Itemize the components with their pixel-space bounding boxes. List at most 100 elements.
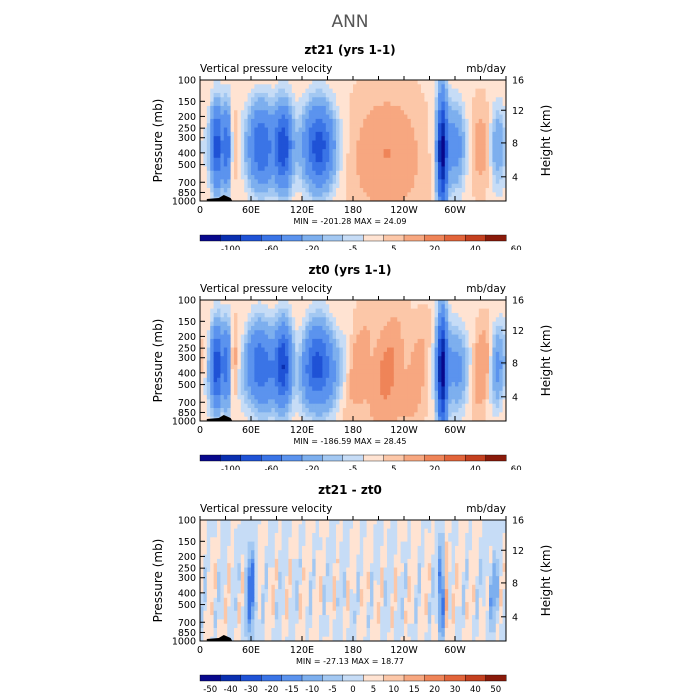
heatmap-cell <box>332 369 337 374</box>
heatmap-cell <box>322 183 327 189</box>
heatmap-cell <box>458 325 463 331</box>
heatmap-cell <box>308 127 313 133</box>
heatmap-cell <box>363 304 367 310</box>
heatmap-cell <box>217 408 221 413</box>
heatmap-cell <box>465 360 469 366</box>
heatmap-cell <box>492 386 497 392</box>
heatmap-cell <box>441 364 446 370</box>
heatmap-cell <box>458 183 463 189</box>
heatmap-cell <box>217 188 221 193</box>
heatmap-cell <box>502 356 507 361</box>
heatmap-cell <box>444 114 449 120</box>
heatmap-cell <box>489 377 493 383</box>
heatmap-cell <box>475 153 480 159</box>
heatmap-cell <box>227 356 231 361</box>
heatmap-cell <box>421 188 425 193</box>
heatmap-cell <box>400 408 405 413</box>
heatmap-cell <box>261 408 265 413</box>
heatmap-cell <box>264 127 269 133</box>
heatmap-cell <box>404 127 408 133</box>
heatmap-cell <box>485 140 490 146</box>
heatmap-cell <box>370 373 374 379</box>
heatmap-cell <box>400 192 405 198</box>
heatmap-cell <box>478 399 483 405</box>
heatmap-cell <box>227 300 231 305</box>
heatmap-cell <box>366 395 371 400</box>
heatmap-cell <box>356 84 361 90</box>
heatmap-cell <box>482 403 486 409</box>
heatmap-cell <box>431 369 435 374</box>
heatmap-cell <box>393 88 398 94</box>
heatmap-cell <box>298 317 303 323</box>
heatmap-cell <box>254 399 259 405</box>
heatmap-cell <box>444 140 449 146</box>
heatmap-cell <box>254 144 259 150</box>
heatmap-cell <box>308 369 313 374</box>
heatmap-cell <box>495 308 500 314</box>
heatmap-cell <box>281 343 286 348</box>
heatmap-cell <box>302 183 306 189</box>
heatmap-cell <box>213 80 218 85</box>
heatmap-cell <box>502 114 507 120</box>
heatmap-cell <box>380 131 384 137</box>
heatmap-cell <box>244 136 248 141</box>
heatmap-cell <box>329 330 333 335</box>
heatmap-cell <box>489 105 493 111</box>
heatmap-cell <box>353 114 357 120</box>
heatmap-cell <box>349 377 354 383</box>
heatmap-cell <box>230 140 235 146</box>
heatmap-cell <box>390 369 395 374</box>
heatmap-cell <box>393 334 398 340</box>
figure-title: ANN <box>331 12 369 32</box>
heatmap-cell <box>380 84 384 90</box>
heatmap-cell <box>492 192 497 198</box>
heatmap-cell <box>213 300 218 305</box>
heatmap-cell <box>261 101 265 107</box>
heatmap-cell <box>298 399 303 405</box>
heatmap-cell <box>305 356 310 361</box>
heatmap-cell <box>421 92 425 98</box>
heatmap-cell <box>217 325 221 331</box>
heatmap-cell <box>472 175 476 180</box>
heatmap-cell <box>342 84 347 90</box>
heatmap-cell <box>210 386 214 392</box>
heatmap-cell <box>220 123 225 128</box>
heatmap-cell <box>295 360 299 366</box>
heatmap-cell <box>336 101 340 107</box>
heatmap-cell <box>319 144 323 150</box>
heatmap-cell <box>373 395 378 400</box>
heatmap-cell <box>373 321 378 327</box>
heatmap-cell <box>308 188 313 193</box>
heatmap-cell <box>448 131 452 137</box>
heatmap-cell <box>424 317 429 323</box>
heatmap-cell <box>427 308 432 314</box>
heatmap-cell <box>376 114 381 120</box>
heatmap-cell <box>438 140 442 146</box>
heatmap-cell <box>223 334 228 340</box>
heatmap-cell <box>247 84 252 90</box>
heatmap-cell <box>257 136 262 141</box>
heatmap-cell <box>475 343 480 348</box>
heatmap-cell <box>410 382 415 387</box>
heatmap-cell <box>461 403 466 409</box>
heatmap-cell <box>264 110 269 115</box>
heatmap-cell <box>312 395 316 400</box>
heatmap-cell <box>298 97 303 103</box>
heatmap-cell <box>240 399 245 405</box>
heatmap-cell <box>302 304 306 310</box>
colorbar-label: -5 <box>349 245 357 250</box>
heatmap-cell <box>434 403 439 409</box>
heatmap-cell <box>383 144 388 150</box>
heatmap-cell <box>475 334 480 340</box>
heatmap-cell <box>322 403 327 409</box>
heatmap-cell <box>383 140 388 146</box>
heatmap-cell <box>237 153 242 159</box>
heatmap-cell <box>264 196 269 202</box>
heatmap-cell <box>370 360 374 366</box>
heatmap-cell <box>472 312 476 318</box>
heatmap-cell <box>230 403 235 409</box>
heatmap-cell <box>278 312 282 318</box>
heatmap-cell <box>485 369 490 374</box>
heatmap-cell <box>220 153 225 159</box>
heatmap-cell <box>359 369 364 374</box>
